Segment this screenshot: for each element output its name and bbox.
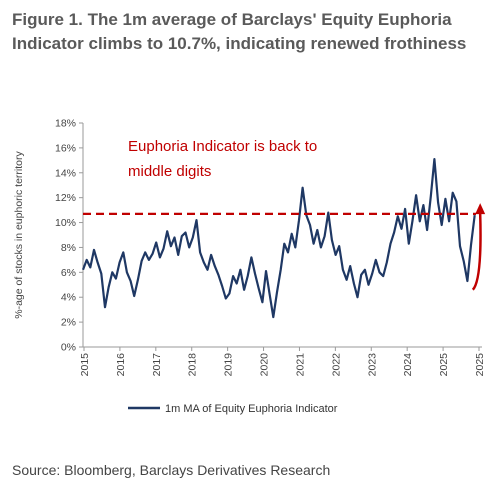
x-tick-label: 2020 bbox=[259, 353, 271, 377]
x-tick-label: 2024 bbox=[402, 353, 414, 377]
x-tick-label: 2023 bbox=[366, 353, 378, 377]
chart: 0% 2% 4% 6% 8% 10% 12% 14% 16% 18% 2015 2016 2017 20… bbox=[0, 105, 502, 435]
series-line bbox=[81, 157, 476, 319]
y-tick-label: 6% bbox=[61, 267, 76, 279]
arrow-shaft bbox=[471, 213, 482, 291]
y-axis-label: %-age of stocks in euphoric territory bbox=[13, 151, 25, 319]
x-tick-label: 2025 bbox=[474, 353, 486, 377]
y-tick-label: 10% bbox=[55, 217, 76, 229]
x-axis: 2015 2016 2017 2018 2019 2020 2021 2022 2023 2024… bbox=[79, 346, 486, 377]
line-chart: 0%2%4%6%8%10%12%14%16%18% 2015 2016 2017 20… bbox=[13, 118, 486, 416]
x-tick-label: 2016 bbox=[115, 353, 127, 377]
arrow-head bbox=[475, 203, 486, 215]
y-tick-label: 16% bbox=[55, 142, 76, 154]
x-tick-label: 2017 bbox=[151, 353, 163, 377]
y-tick-label: 14% bbox=[55, 167, 76, 179]
source-note: Source: Bloomberg, Barclays Derivatives … bbox=[12, 462, 331, 478]
y-tick-label: 12% bbox=[55, 192, 76, 204]
y-tick-label: 18% bbox=[55, 118, 76, 130]
x-tick-label: 2022 bbox=[330, 353, 342, 377]
annotation-layer: Euphoria Indicator is back to middle digi… bbox=[83, 138, 486, 291]
y-axis: 0% 2% 4% 6% 8% 10% 12% 14% 16% 18% bbox=[55, 118, 84, 354]
x-tick-label: 2019 bbox=[223, 353, 235, 377]
annotation-text: Euphoria Indicator is back to bbox=[128, 138, 317, 155]
series-layer bbox=[81, 157, 476, 319]
x-tick-label: 2018 bbox=[187, 353, 199, 377]
legend-label: 1m MA of Equity Euphoria Indicator bbox=[165, 403, 338, 415]
x-tick-label: 2021 bbox=[294, 353, 306, 377]
annotation-text: middle digits bbox=[128, 163, 211, 180]
y-tick-label: 2% bbox=[61, 317, 76, 329]
y-tick-label: 4% bbox=[61, 292, 76, 304]
x-tick-label: 2015 bbox=[79, 353, 91, 377]
y-tick-label: 8% bbox=[61, 242, 76, 254]
y-tick-label: 0% bbox=[61, 342, 76, 354]
legend: 1m MA of Equity Euphoria Indicator bbox=[128, 403, 338, 415]
figure-title: Figure 1. The 1m average of Barclays' Eq… bbox=[12, 10, 467, 53]
x-tick-label: 2025 bbox=[438, 353, 450, 377]
